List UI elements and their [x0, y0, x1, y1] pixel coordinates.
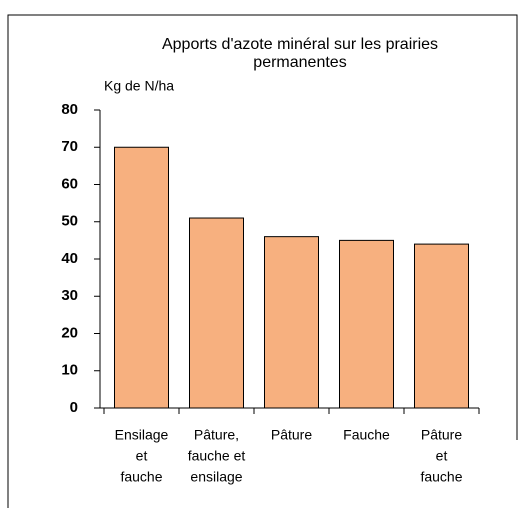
- x-tick-label: Pâture,: [194, 427, 239, 443]
- frame: [7, 14, 518, 508]
- x-tick-label: fauche et: [188, 448, 246, 464]
- bar: [414, 243, 469, 409]
- x-tick-label: et: [436, 448, 448, 464]
- bar: [339, 239, 394, 409]
- bar: [189, 217, 244, 409]
- y-tick-label: 20: [61, 324, 78, 341]
- y-tick-label: 50: [61, 213, 78, 230]
- y-tick-label: 70: [61, 138, 78, 155]
- y-tick-label: 0: [70, 399, 78, 416]
- chart-title: Apports d'azote minéral sur les prairies: [162, 36, 438, 53]
- x-tick-label: fauche: [420, 469, 462, 485]
- x-tick-label: ensilage: [190, 469, 242, 485]
- x-tick-label: et: [136, 448, 148, 464]
- bar: [264, 236, 319, 409]
- x-tick-label: Fauche: [343, 427, 390, 443]
- bar: [114, 146, 169, 409]
- x-tick-label: Pâture: [421, 427, 462, 443]
- y-tick-label: 10: [61, 362, 78, 379]
- y-axis-label: Kg de N/ha: [104, 78, 174, 94]
- y-tick-label: 60: [61, 175, 78, 192]
- x-tick-label: fauche: [120, 469, 162, 485]
- y-tick-label: 30: [61, 287, 78, 304]
- chart-title: permanentes: [253, 54, 346, 71]
- y-tick-label: 40: [61, 250, 78, 267]
- x-tick-label: Ensilage: [115, 427, 169, 443]
- y-tick-label: 80: [61, 101, 78, 118]
- x-tick-label: Pâture: [271, 427, 312, 443]
